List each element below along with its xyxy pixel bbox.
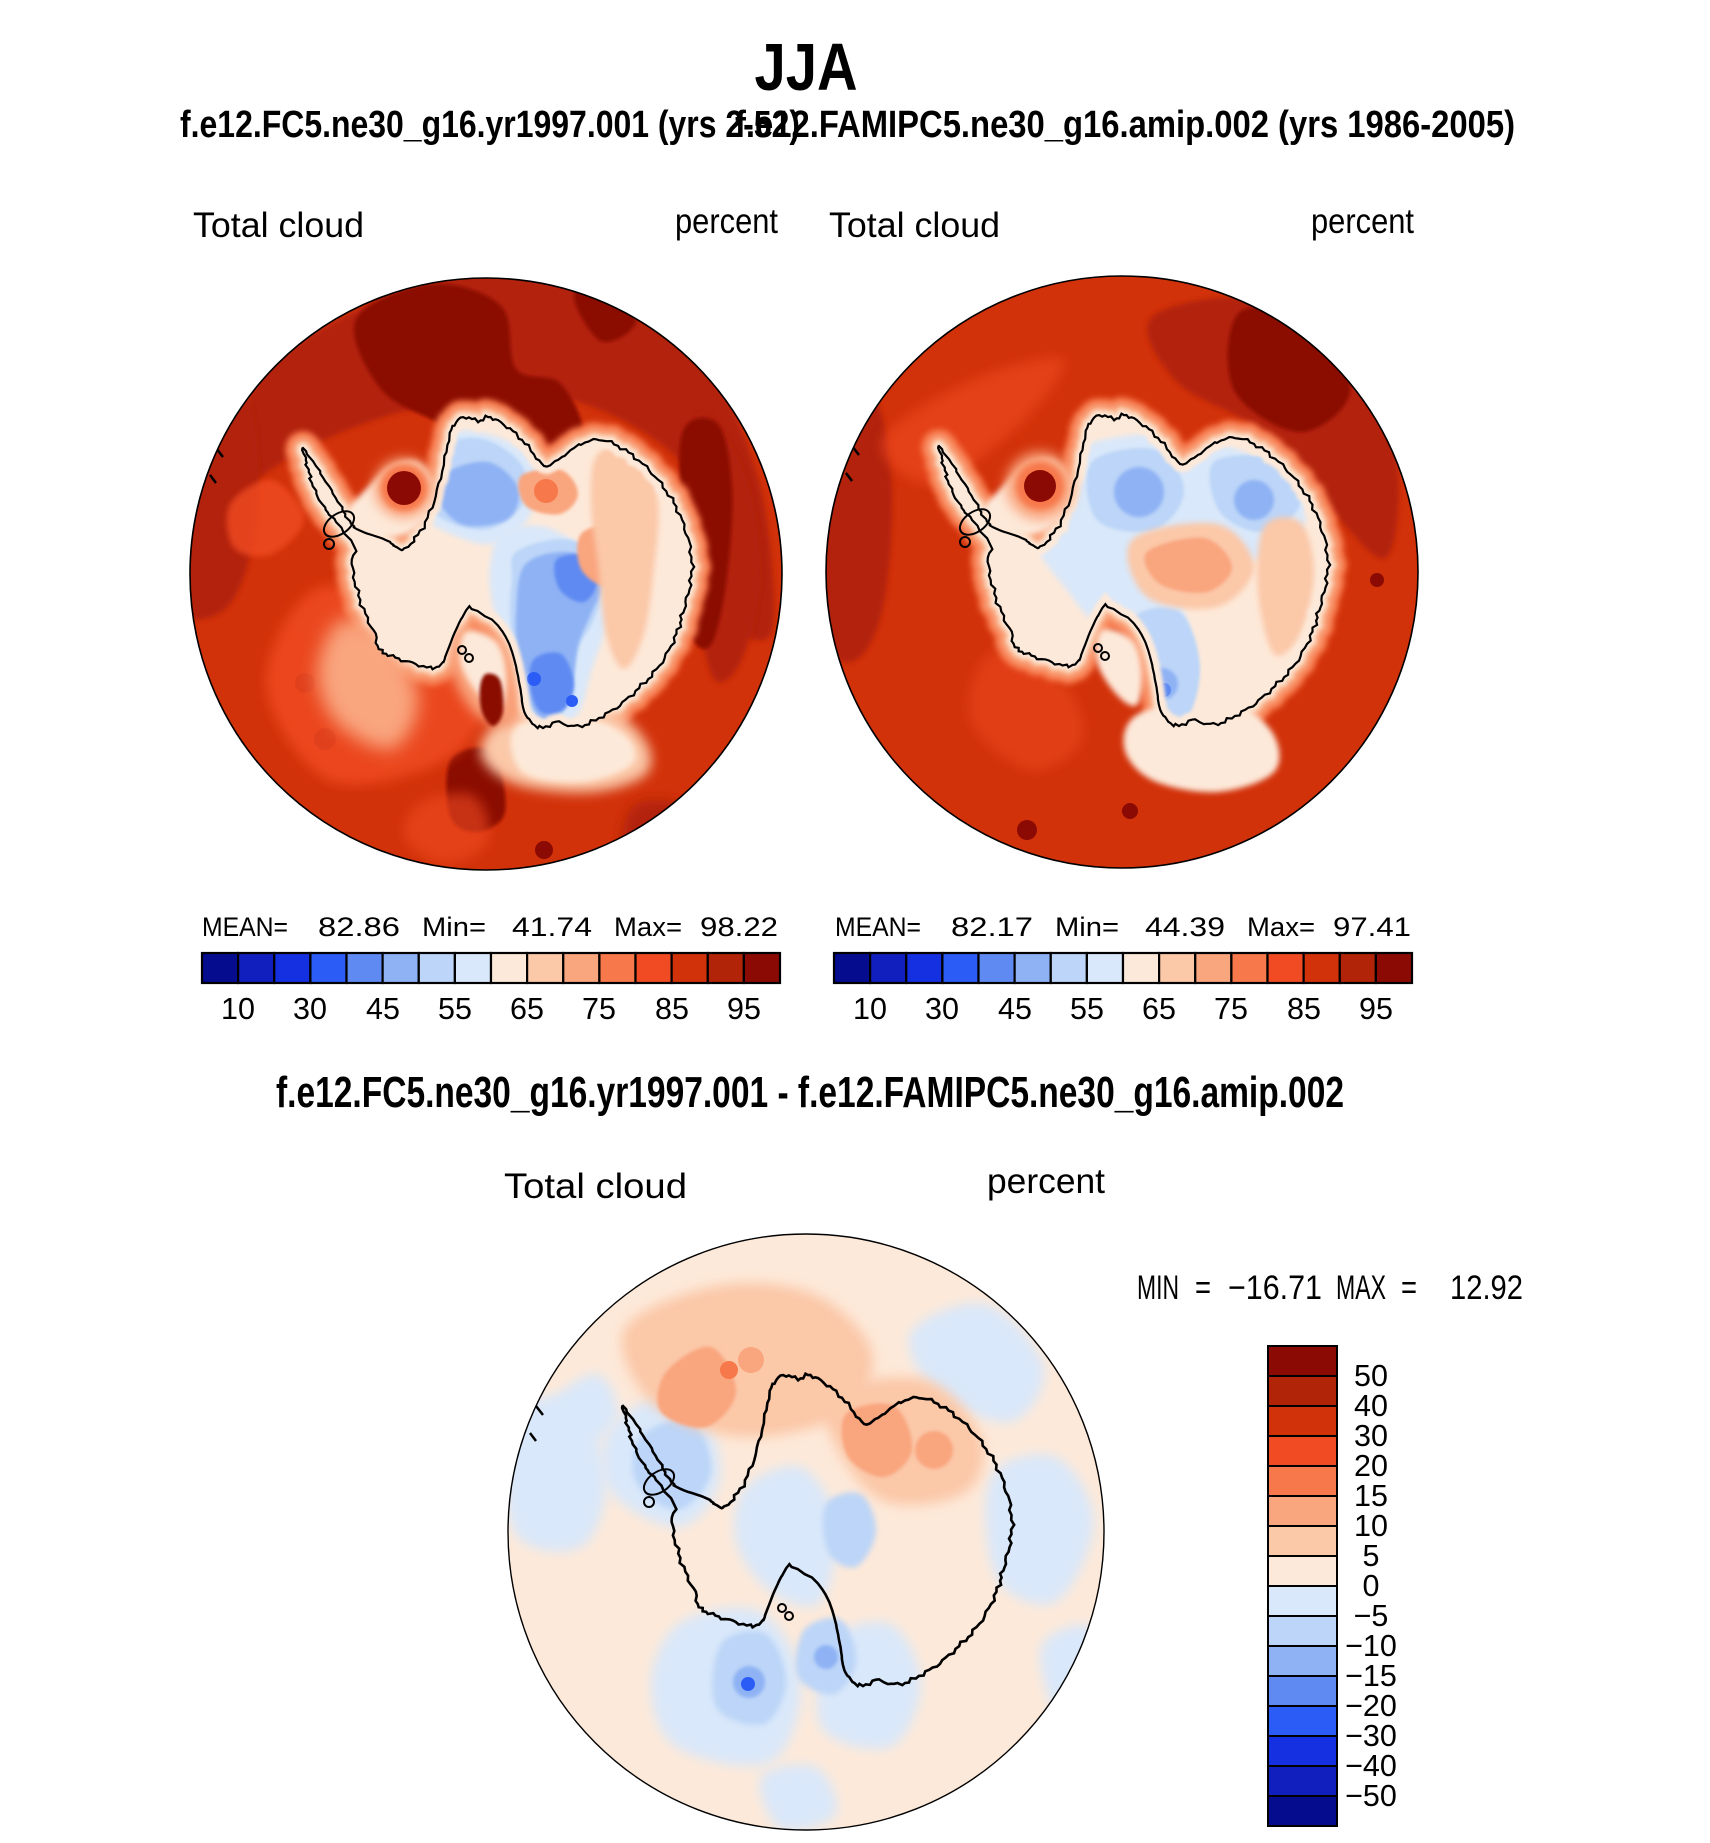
svg-text:85: 85 xyxy=(1287,992,1321,1026)
svg-text:−16.71: −16.71 xyxy=(1228,1269,1322,1307)
svg-text:MEAN=: MEAN= xyxy=(202,912,288,942)
svg-text:75: 75 xyxy=(582,992,616,1026)
svg-text:12.92: 12.92 xyxy=(1450,1269,1523,1307)
svg-text:55: 55 xyxy=(438,992,472,1026)
svg-text:30: 30 xyxy=(1354,1419,1388,1453)
svg-text:f.e12.FAMIPC5.ne30_g16.amip.00: f.e12.FAMIPC5.ne30_g16.amip.002 (yrs 198… xyxy=(735,104,1515,146)
svg-text:Min=: Min= xyxy=(1055,912,1119,942)
svg-text:percent: percent xyxy=(1311,202,1414,241)
svg-text:MIN: MIN xyxy=(1137,1269,1179,1307)
svg-text:−50: −50 xyxy=(1345,1779,1397,1813)
svg-text:75: 75 xyxy=(1214,992,1248,1026)
svg-text:45: 45 xyxy=(366,992,400,1026)
svg-text:Min=: Min= xyxy=(422,912,486,942)
svg-text:−10: −10 xyxy=(1345,1629,1397,1663)
svg-text:85: 85 xyxy=(655,992,689,1026)
svg-text:45: 45 xyxy=(998,992,1032,1026)
svg-text:percent: percent xyxy=(675,202,778,241)
svg-text:Total cloud: Total cloud xyxy=(504,1167,687,1206)
svg-text:−15: −15 xyxy=(1345,1659,1397,1693)
svg-text:15: 15 xyxy=(1354,1479,1388,1513)
svg-text:−40: −40 xyxy=(1345,1749,1397,1783)
svg-text:65: 65 xyxy=(510,992,544,1026)
svg-text:5: 5 xyxy=(1363,1539,1380,1573)
svg-text:95: 95 xyxy=(727,992,761,1026)
svg-text:f.e12.FC5.ne30_g16.yr1997.001: f.e12.FC5.ne30_g16.yr1997.001 - f.e12.FA… xyxy=(276,1068,1344,1117)
svg-text:MEAN=: MEAN= xyxy=(835,912,921,942)
svg-text:MAX: MAX xyxy=(1336,1269,1386,1307)
svg-text:40: 40 xyxy=(1354,1389,1388,1423)
svg-text:55: 55 xyxy=(1070,992,1104,1026)
svg-text:=: = xyxy=(1195,1269,1211,1307)
svg-text:82.17: 82.17 xyxy=(951,912,1033,942)
svg-text:f.e12.FC5.ne30_g16.yr1997.001: f.e12.FC5.ne30_g16.yr1997.001 (yrs 2-52) xyxy=(180,104,800,146)
svg-text:82.86: 82.86 xyxy=(318,912,400,942)
svg-text:Total cloud: Total cloud xyxy=(829,206,1000,245)
svg-text:=: = xyxy=(1401,1269,1417,1307)
svg-text:Max=: Max= xyxy=(1247,912,1315,942)
svg-text:10: 10 xyxy=(1354,1509,1388,1543)
svg-text:−5: −5 xyxy=(1354,1599,1389,1633)
svg-text:20: 20 xyxy=(1354,1449,1388,1483)
svg-text:97.41: 97.41 xyxy=(1333,912,1411,942)
svg-text:−30: −30 xyxy=(1345,1719,1397,1753)
svg-text:98.22: 98.22 xyxy=(700,912,778,942)
svg-text:10: 10 xyxy=(221,992,255,1026)
svg-text:10: 10 xyxy=(853,992,887,1026)
svg-text:0: 0 xyxy=(1363,1569,1380,1603)
svg-text:percent: percent xyxy=(987,1162,1105,1201)
svg-text:JJA: JJA xyxy=(755,30,858,105)
svg-text:30: 30 xyxy=(293,992,327,1026)
svg-text:−20: −20 xyxy=(1345,1689,1397,1723)
svg-text:44.39: 44.39 xyxy=(1145,912,1225,942)
svg-text:Total cloud: Total cloud xyxy=(193,206,364,245)
svg-text:Max=: Max= xyxy=(614,912,682,942)
svg-text:41.74: 41.74 xyxy=(512,912,592,942)
svg-text:65: 65 xyxy=(1142,992,1176,1026)
svg-text:50: 50 xyxy=(1354,1359,1388,1393)
svg-text:30: 30 xyxy=(925,992,959,1026)
svg-text:95: 95 xyxy=(1359,992,1393,1026)
